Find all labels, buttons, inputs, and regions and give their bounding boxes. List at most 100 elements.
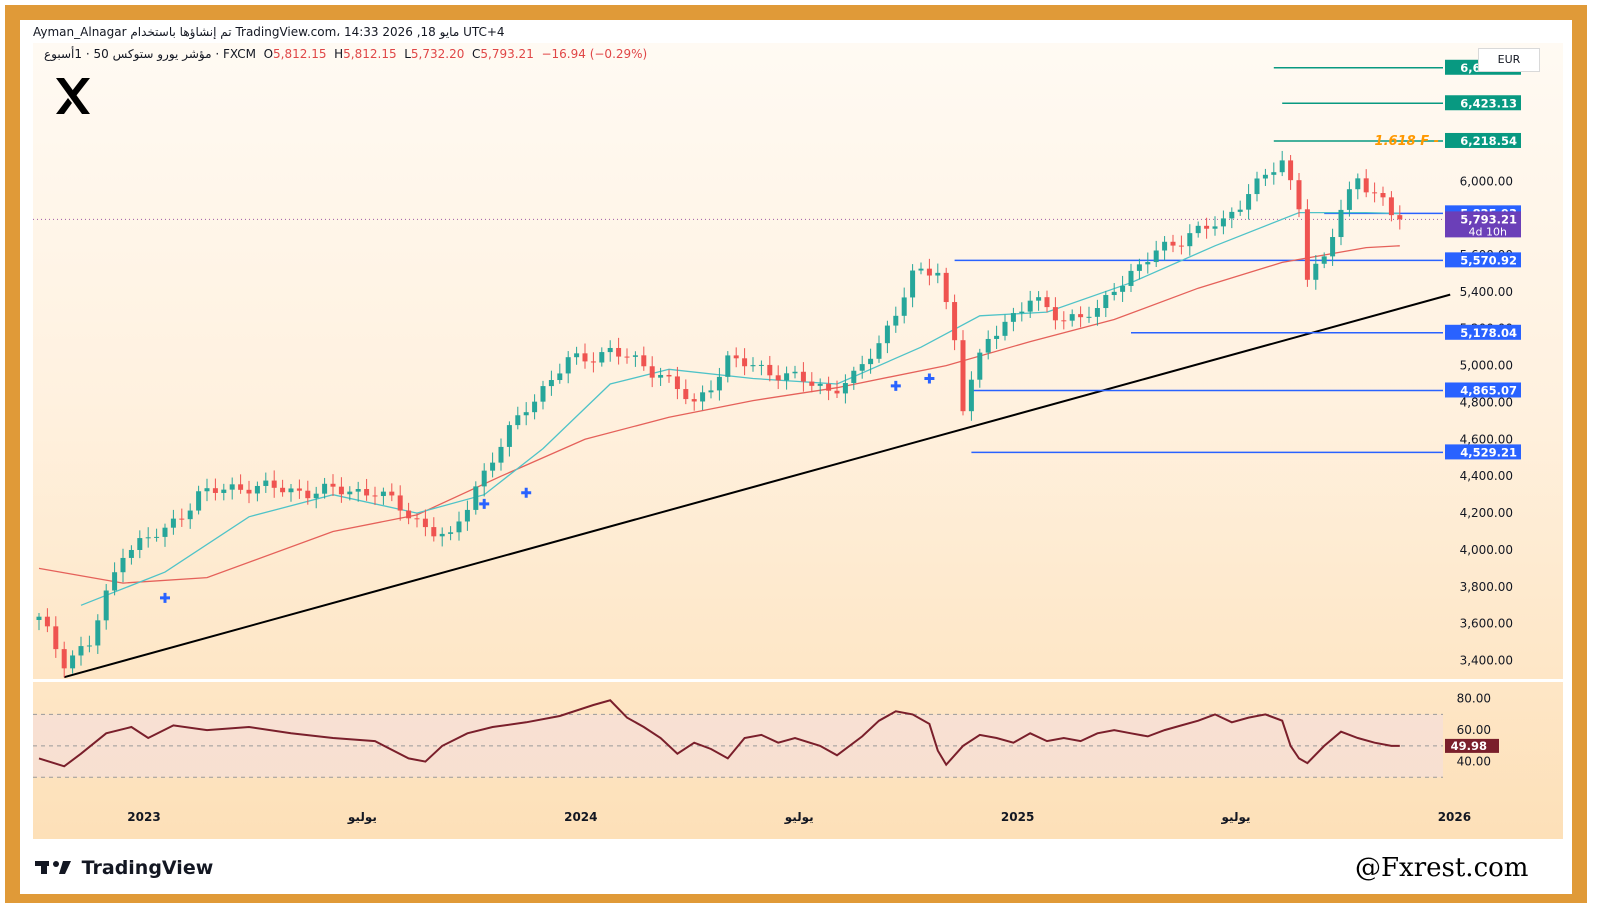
last-price-tag: [1445, 211, 1521, 238]
candle-body: [649, 366, 655, 378]
cross-marker: [479, 498, 490, 509]
price-level-label: 4,865.07: [1460, 383, 1517, 397]
candle-body: [532, 401, 538, 413]
candle-body: [548, 380, 554, 387]
candle-body: [674, 376, 680, 390]
candle-body: [1229, 211, 1235, 219]
candle-body: [666, 374, 672, 377]
candle-body: [574, 353, 580, 358]
candle-body: [758, 364, 764, 366]
candle-body: [1111, 291, 1117, 296]
candle-body: [851, 370, 857, 384]
candle-body: [196, 491, 202, 511]
candle-body: [1288, 160, 1294, 181]
candle-body: [641, 355, 647, 367]
countdown-label: 4d 10h: [1469, 225, 1507, 238]
candle-body: [263, 480, 269, 486]
tradingview-logo[interactable]: TradingView: [35, 857, 213, 879]
candle-body: [70, 655, 76, 669]
candle-body: [1162, 241, 1168, 251]
candle-body: [523, 412, 529, 416]
candle-body: [229, 484, 235, 490]
x-tick-label: 2024: [564, 810, 597, 824]
candle-body: [145, 537, 151, 539]
candle-body: [1397, 215, 1403, 220]
candle-body: [918, 268, 924, 271]
candle-body: [1170, 241, 1176, 246]
rsi-tick-label: 80.00: [1457, 692, 1491, 706]
x-tick-label: يوليو: [347, 810, 377, 825]
candle-body: [254, 485, 260, 494]
candle-body: [859, 364, 865, 371]
candle-body: [389, 491, 395, 496]
cross-marker: [160, 592, 170, 603]
rsi-line: [38, 699, 1400, 768]
y-tick-label: 4,400.00: [1460, 469, 1513, 483]
x-tick-label: 2023: [127, 810, 160, 824]
rsi-tick-label: 60.00: [1457, 723, 1491, 737]
candle-body: [1153, 250, 1159, 263]
candle-body: [1363, 178, 1369, 193]
candle-body: [36, 616, 42, 621]
candle-body: [1019, 311, 1025, 314]
x-tick-label: يوليو: [784, 810, 814, 825]
candle-body: [431, 527, 437, 537]
candle-body: [607, 347, 613, 353]
candle-body: [305, 490, 311, 499]
candle-body: [53, 626, 59, 650]
candle-body: [280, 487, 286, 493]
candle-body: [582, 353, 588, 362]
candle-body: [1078, 314, 1084, 318]
rsi-tick-label: 40.00: [1457, 755, 1491, 769]
y-tick-label: 3,400.00: [1460, 654, 1513, 668]
price-level-label: 5,570.92: [1460, 253, 1517, 267]
candle-body: [490, 462, 496, 471]
candle-body: [464, 509, 470, 522]
low-value: 5,732.20: [410, 47, 465, 61]
ema-fast-line: [80, 211, 1400, 606]
candle-body: [1355, 178, 1361, 190]
candle-body: [1254, 178, 1260, 195]
y-tick-label: 4,000.00: [1460, 543, 1513, 557]
price-level-tag: [1445, 382, 1521, 398]
price-level-tag: [1445, 444, 1521, 460]
candle-body: [355, 489, 361, 492]
rsi-value-tag: [1445, 738, 1499, 753]
candle-body: [154, 536, 160, 538]
candle-body: [910, 270, 916, 298]
candle-body: [1010, 313, 1016, 322]
candle-body: [1120, 285, 1126, 292]
candle-body: [767, 364, 773, 376]
price-chart[interactable]: 3,400.00 3,600.00 3,800.00 4,000.00 4,200.00…: [33, 43, 1563, 839]
candle-body: [44, 616, 50, 627]
close-label: C: [472, 47, 481, 61]
candle-body: [792, 371, 798, 374]
change-value: −16.94 (−0.29%): [541, 47, 648, 61]
candle-body: [809, 381, 815, 386]
candle-body: [204, 488, 210, 492]
candle-body: [683, 389, 689, 400]
candle-body: [977, 352, 983, 380]
chart-area[interactable]: 3,400.00 3,600.00 3,800.00 4,000.00 4,200.00…: [33, 43, 1563, 839]
candle-body: [784, 373, 790, 381]
cross-marker: [890, 380, 901, 391]
candle-body: [347, 491, 353, 495]
symbol-name[interactable]: مؤشر يورو ستوكس 50 · 1أسبوع · FXCM: [44, 47, 256, 61]
y-tick-label: 4,200.00: [1460, 506, 1513, 520]
candle-body: [137, 538, 143, 550]
candle-body: [372, 495, 378, 497]
candle-body: [943, 272, 949, 303]
cross-marker: [924, 373, 935, 384]
candle-body: [439, 533, 445, 537]
candle-body: [557, 373, 563, 381]
candle-body: [1027, 300, 1033, 312]
candle-body: [952, 302, 958, 341]
y-tick-label: 3,800.00: [1460, 580, 1513, 594]
candle-body: [691, 399, 697, 402]
candle-body: [716, 376, 722, 391]
candle-body: [1061, 320, 1067, 322]
candle-body: [1321, 256, 1327, 264]
currency-button[interactable]: EUR: [1478, 48, 1540, 72]
candle-body: [473, 486, 479, 510]
open-label: O: [263, 47, 274, 61]
